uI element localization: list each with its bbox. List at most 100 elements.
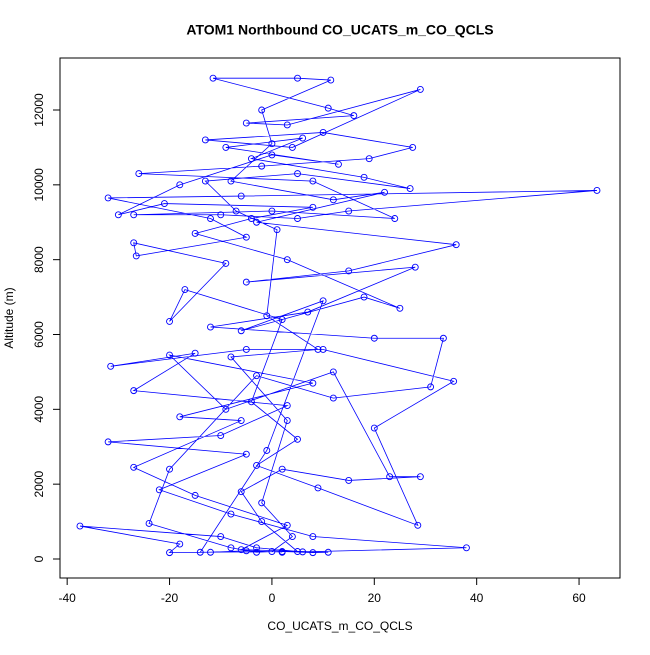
data-point xyxy=(222,143,230,151)
data-point xyxy=(406,185,414,193)
data-point xyxy=(191,491,199,499)
data-point xyxy=(247,398,255,406)
data-point xyxy=(309,533,317,540)
data-point xyxy=(462,544,470,552)
data-point xyxy=(232,207,240,215)
y-tick-label: 12000 xyxy=(32,93,46,127)
data-point xyxy=(114,211,122,219)
data-point xyxy=(227,353,235,361)
data-point xyxy=(309,379,317,387)
data-point xyxy=(294,548,301,555)
data-point xyxy=(145,519,153,527)
data-point xyxy=(283,121,291,129)
data-point xyxy=(258,499,266,507)
data-point xyxy=(309,177,317,185)
data-point xyxy=(253,218,261,226)
data-point xyxy=(207,548,214,556)
data-point xyxy=(209,74,217,82)
data-point xyxy=(176,181,184,189)
data-point xyxy=(253,462,261,469)
x-tick-label: 60 xyxy=(572,591,586,605)
data-point xyxy=(450,377,458,385)
data-point xyxy=(345,267,353,275)
data-point xyxy=(176,413,184,421)
data-point xyxy=(166,465,173,473)
data-point xyxy=(166,549,173,557)
data-point xyxy=(258,162,266,170)
data-point xyxy=(201,177,209,185)
data-point xyxy=(365,155,373,163)
data-point xyxy=(360,293,368,301)
data-point xyxy=(263,447,271,454)
data-point xyxy=(409,143,417,151)
data-point xyxy=(370,424,378,432)
x-tick-label: 40 xyxy=(470,591,484,605)
chart-title: ATOM1 Northbound CO_UCATS_m_CO_QCLS xyxy=(186,22,493,38)
data-point xyxy=(288,143,296,151)
data-point xyxy=(299,134,307,142)
data-point xyxy=(273,226,281,234)
data-point xyxy=(319,346,327,353)
data-point xyxy=(294,74,301,82)
data-point xyxy=(268,207,276,215)
data-point xyxy=(327,76,335,84)
y-tick-label: 8000 xyxy=(32,246,46,273)
y-tick-label: 2000 xyxy=(32,470,46,497)
data-point xyxy=(329,196,337,204)
data-point xyxy=(222,405,230,413)
data-point xyxy=(324,104,332,112)
data-point xyxy=(104,438,112,446)
data-point xyxy=(253,544,261,552)
data-point xyxy=(222,259,230,267)
data-point xyxy=(288,533,296,540)
data-point xyxy=(258,106,266,114)
data-point xyxy=(217,211,225,219)
data-point xyxy=(237,192,245,200)
data-point xyxy=(345,476,353,484)
data-point xyxy=(130,463,138,471)
data-point xyxy=(76,522,84,530)
data-point xyxy=(283,417,291,425)
data-point xyxy=(294,215,301,222)
data-point xyxy=(324,548,332,556)
data-point xyxy=(329,368,337,376)
y-axis-label: Altitude (m) xyxy=(2,287,16,348)
data-point xyxy=(319,129,327,136)
data-point xyxy=(416,473,424,481)
data-point xyxy=(360,173,368,181)
data-point xyxy=(427,383,435,391)
data-point xyxy=(242,233,250,241)
data-point xyxy=(207,215,214,222)
data-point xyxy=(414,521,422,529)
data-point xyxy=(130,239,138,247)
data-point xyxy=(391,215,399,222)
data-point xyxy=(345,207,353,215)
data-point xyxy=(247,155,255,163)
data-point xyxy=(237,417,245,425)
data-point xyxy=(258,518,266,526)
data-point xyxy=(135,170,143,178)
data-point xyxy=(166,317,173,325)
data-point xyxy=(130,211,138,219)
data-point xyxy=(242,450,250,458)
data-point xyxy=(237,488,245,496)
data-point xyxy=(201,136,209,144)
data-point xyxy=(294,435,301,443)
data-point xyxy=(191,349,199,357)
data-point xyxy=(176,540,184,548)
data-point xyxy=(309,203,317,211)
data-point xyxy=(268,140,276,148)
data-point xyxy=(242,119,250,127)
data-point xyxy=(237,327,245,335)
data-point xyxy=(247,215,255,222)
data-point xyxy=(299,548,307,556)
x-tick-label: -40 xyxy=(58,591,76,605)
y-tick-label: 4000 xyxy=(32,396,46,423)
data-point xyxy=(319,297,327,305)
data-point xyxy=(309,549,317,557)
data-point xyxy=(268,548,276,555)
data-point xyxy=(130,387,138,395)
data-point xyxy=(278,316,286,323)
